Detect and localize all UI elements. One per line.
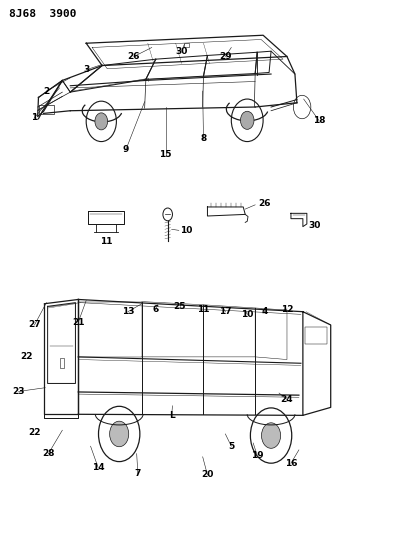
Text: 24: 24: [280, 395, 293, 404]
Text: 15: 15: [160, 150, 172, 159]
Text: L: L: [169, 411, 174, 420]
Text: 21: 21: [72, 318, 85, 327]
Text: 20: 20: [201, 471, 213, 479]
Text: 13: 13: [122, 307, 134, 316]
Text: 22: 22: [20, 352, 33, 361]
Text: 22: 22: [28, 428, 41, 437]
Text: 27: 27: [28, 320, 41, 329]
Text: 30: 30: [176, 47, 188, 55]
Text: 5: 5: [228, 442, 235, 451]
Text: 4: 4: [262, 307, 268, 316]
Text: 26: 26: [258, 199, 271, 208]
Text: 17: 17: [219, 307, 232, 316]
Text: 30: 30: [309, 221, 321, 230]
Text: 10: 10: [180, 226, 192, 235]
Text: 8: 8: [200, 134, 207, 143]
Text: 2: 2: [43, 86, 49, 95]
Text: 7: 7: [135, 470, 141, 478]
Text: 16: 16: [285, 459, 297, 467]
Text: 28: 28: [42, 449, 55, 458]
Circle shape: [241, 111, 254, 130]
Text: 11: 11: [197, 304, 210, 313]
Text: 23: 23: [12, 387, 25, 396]
Bar: [39, 105, 54, 115]
Text: 19: 19: [251, 451, 263, 460]
Circle shape: [95, 113, 108, 130]
Text: 6: 6: [153, 304, 159, 313]
Text: 29: 29: [219, 52, 232, 61]
Text: 8J68  3900: 8J68 3900: [9, 9, 76, 19]
Text: 14: 14: [92, 463, 105, 472]
Text: 3: 3: [83, 66, 89, 74]
Circle shape: [261, 423, 280, 448]
Text: 18: 18: [312, 116, 325, 125]
Bar: [305, 327, 327, 344]
Circle shape: [110, 421, 129, 447]
Bar: [59, 358, 64, 368]
Bar: [184, 43, 189, 47]
Text: 9: 9: [123, 145, 129, 154]
Text: 26: 26: [128, 52, 140, 61]
Text: 10: 10: [241, 310, 253, 319]
Text: 12: 12: [281, 304, 293, 313]
Text: 1: 1: [32, 113, 38, 122]
Text: 25: 25: [174, 302, 186, 311]
Text: 11: 11: [100, 237, 112, 246]
